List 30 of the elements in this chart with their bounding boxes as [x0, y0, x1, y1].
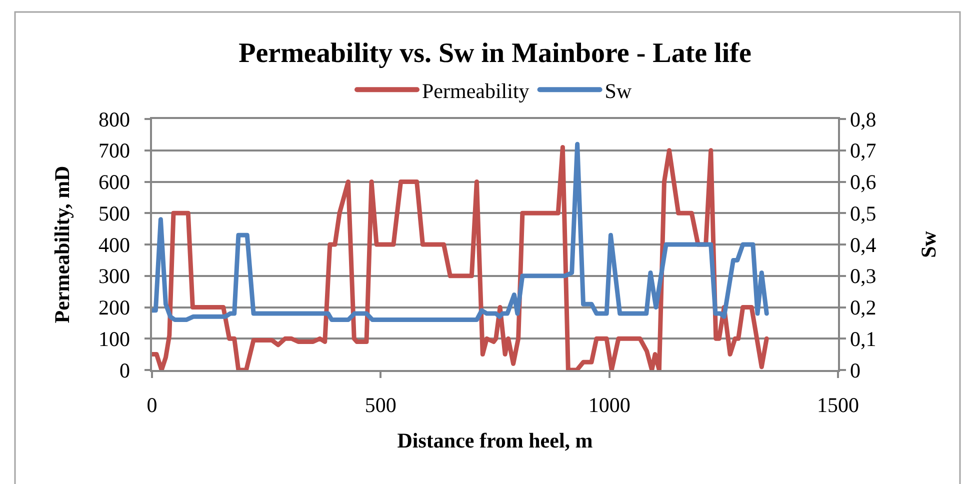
- y2-tick-label: 0,3: [850, 264, 876, 288]
- x-tick-label: 500: [364, 392, 396, 417]
- y2-tick-label: 0,5: [850, 201, 876, 226]
- y2-tick-label: 0,2: [850, 296, 876, 320]
- y2-tick-label: 0,7: [850, 138, 876, 163]
- y-tick-label: 700: [98, 138, 130, 163]
- y2-axis-title: Sw: [916, 230, 940, 258]
- y2-tick-label: 0,8: [850, 107, 876, 132]
- y-tick-label: 200: [98, 296, 130, 320]
- y2-tick-label: 0,1: [850, 326, 876, 351]
- y2-tick-label: 0,6: [850, 170, 876, 194]
- y2-tick-label: 0,4: [850, 232, 877, 257]
- chart-title: Permeability vs. Sw in Mainbore - Late life: [238, 38, 752, 69]
- y-tick-label: 800: [98, 107, 130, 132]
- line-series: [152, 144, 769, 370]
- y-axis-title: Permeability, mD: [50, 166, 74, 324]
- y-tick-label: 400: [98, 232, 130, 257]
- x-tick-label: 0: [146, 392, 158, 417]
- y-tick-label: 500: [98, 201, 130, 226]
- y2-tick-label: 0: [850, 358, 860, 382]
- legend-label: Sw: [604, 78, 632, 103]
- y-tick-label: 0: [120, 358, 130, 382]
- y-tick-label: 100: [98, 326, 130, 351]
- y-tick-label: 600: [98, 170, 130, 194]
- y-tick-label: 300: [98, 264, 130, 288]
- line-series: [152, 142, 769, 322]
- legend-label: Permeability: [422, 78, 530, 103]
- x-tick-label: 1000: [588, 392, 630, 417]
- x-axis-title: Distance from heel, m: [397, 428, 594, 453]
- x-tick-label: 1500: [817, 392, 859, 417]
